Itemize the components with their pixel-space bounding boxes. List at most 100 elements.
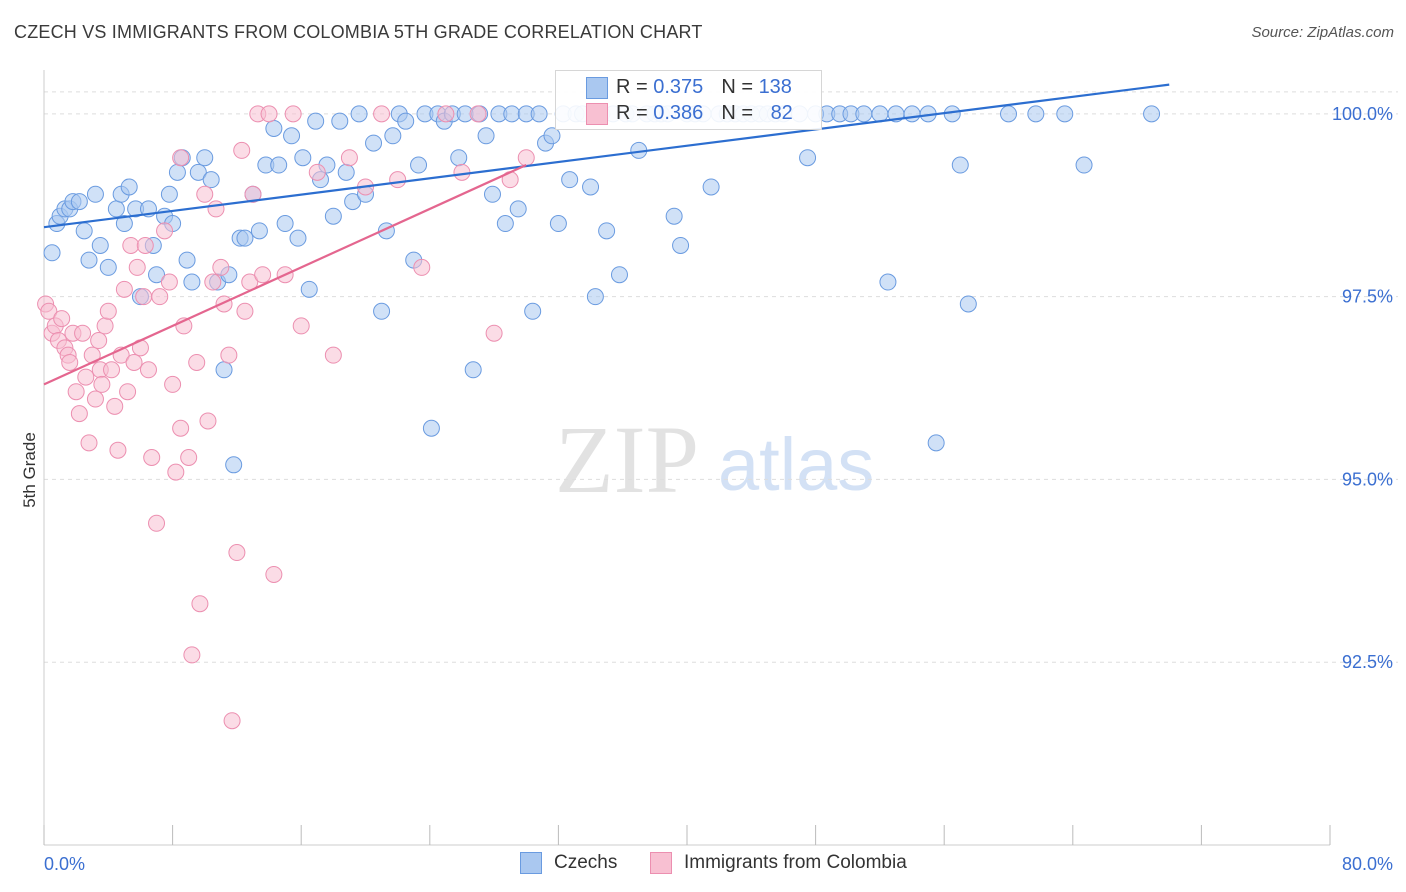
czech-point-71 <box>464 361 482 379</box>
czech-point-26 <box>178 251 196 269</box>
colombia-point-80 <box>172 149 190 167</box>
czech-point-20 <box>148 266 166 284</box>
czech-point-51 <box>331 112 349 130</box>
czech-point-50 <box>324 207 342 225</box>
czech-point-22 <box>160 185 178 203</box>
czech-point-9 <box>86 185 104 203</box>
czech-point-6 <box>70 193 88 211</box>
colombia-point-56 <box>233 141 251 159</box>
czech-point-28 <box>189 163 207 181</box>
colombia-point-61 <box>254 266 272 284</box>
czech-point-61 <box>397 112 415 130</box>
colombia-point-55 <box>228 544 246 562</box>
czech-point-90 <box>586 288 604 306</box>
colombia-point-17 <box>90 332 108 350</box>
colombia-legend-swatch <box>586 103 608 125</box>
y-tick-label-3: 100.0% <box>1332 104 1393 124</box>
czech-point-129 <box>927 434 945 452</box>
colombia-n-value: 82 <box>770 101 793 124</box>
colombia-point-40 <box>167 463 185 481</box>
colombia-point-13 <box>77 368 95 386</box>
colombia-point-10 <box>67 383 85 401</box>
colombia-r-value: 0.386 <box>653 101 704 124</box>
czech-point-41 <box>270 156 288 174</box>
colombia-point-29 <box>125 353 143 371</box>
colombia-point-21 <box>99 302 117 320</box>
colombia-point-8 <box>61 353 79 371</box>
colombia-point-68 <box>324 346 342 364</box>
colombia-point-66 <box>292 317 310 335</box>
czech-point-54 <box>350 105 368 123</box>
czech-point-29 <box>196 149 214 167</box>
czech-point-27 <box>183 273 201 291</box>
colombia-legend-label: Immigrants from Colombia <box>684 852 907 873</box>
colombia-point-5 <box>53 310 71 328</box>
czech-point-42 <box>276 215 294 233</box>
czech-point-30 <box>202 171 220 189</box>
colombia-point-1 <box>40 302 58 320</box>
colombia-point-43 <box>180 449 198 466</box>
x-tick-label-min: 0.0% <box>44 854 85 874</box>
czech-point-134 <box>1027 105 1045 123</box>
y-tick-label-2: 97.5% <box>1342 287 1393 307</box>
colombia-point-57 <box>236 302 254 320</box>
colombia-point-67 <box>308 163 326 181</box>
czech-point-38 <box>250 222 268 240</box>
watermark-zip: ZIP <box>555 406 699 513</box>
colombia-point-36 <box>151 288 169 306</box>
colombia-point-73 <box>413 258 431 276</box>
czech-point-56 <box>365 134 383 152</box>
colombia-point-45 <box>188 353 206 371</box>
colombia-point-41 <box>172 419 190 437</box>
czech-point-63 <box>410 156 428 174</box>
czechs-swatch <box>520 852 542 874</box>
colombia-point-54 <box>223 712 241 730</box>
czech-legend-swatch <box>586 77 608 99</box>
czech-point-53 <box>344 193 362 211</box>
trendlines <box>43 83 1170 386</box>
tick-labels: 92.5% 95.0% 97.5% 100.0% 0.0% 80.0% <box>44 104 1393 874</box>
colombia-point-71 <box>373 105 391 123</box>
czech-point-11 <box>99 258 117 276</box>
colombia-point-20 <box>96 317 114 335</box>
czech-point-118 <box>799 149 817 167</box>
colombia-points <box>37 105 535 730</box>
czech-n-value: 138 <box>758 75 792 98</box>
colombia-point-12 <box>74 324 92 342</box>
colombia-point-32 <box>135 288 153 306</box>
y-tick-label-0: 92.5% <box>1342 652 1393 672</box>
axes <box>43 70 1331 846</box>
czech-point-86 <box>561 171 579 189</box>
czech-point-10 <box>91 236 109 254</box>
colombia-point-44 <box>183 646 201 664</box>
czech-point-14 <box>115 215 133 233</box>
czech-point-78 <box>509 200 527 218</box>
czech-point-73 <box>477 127 495 145</box>
colombia-point-50 <box>207 200 225 218</box>
colombia-stats: R = 0.386 N = 82 <box>616 100 793 126</box>
czech-point-15 <box>120 178 138 196</box>
czech-point-12 <box>107 200 125 218</box>
colombia-point-77 <box>485 324 503 342</box>
colombia-point-28 <box>122 236 140 254</box>
czech-point-69 <box>450 149 468 167</box>
colombia-trendline <box>43 164 527 386</box>
colombia-point-74 <box>437 105 455 123</box>
colombia-point-27 <box>119 383 137 401</box>
czech-point-137 <box>1143 105 1161 123</box>
colombia-point-76 <box>469 105 487 123</box>
czech-stats: R = 0.375 N = 138 <box>616 74 792 100</box>
czech-point-34 <box>225 456 243 474</box>
czech-point-83 <box>543 127 561 145</box>
czech-point-136 <box>1075 156 1093 174</box>
czech-point-8 <box>80 251 98 269</box>
czech-point-77 <box>503 105 521 123</box>
colombia-point-19 <box>93 375 111 393</box>
colombia-point-81 <box>136 236 154 254</box>
czech-point-107 <box>702 178 720 196</box>
legend-item-czechs: Czechs <box>520 852 617 874</box>
colombia-point-62 <box>260 105 278 123</box>
colombia-point-59 <box>244 185 262 203</box>
czech-point-44 <box>289 229 307 247</box>
